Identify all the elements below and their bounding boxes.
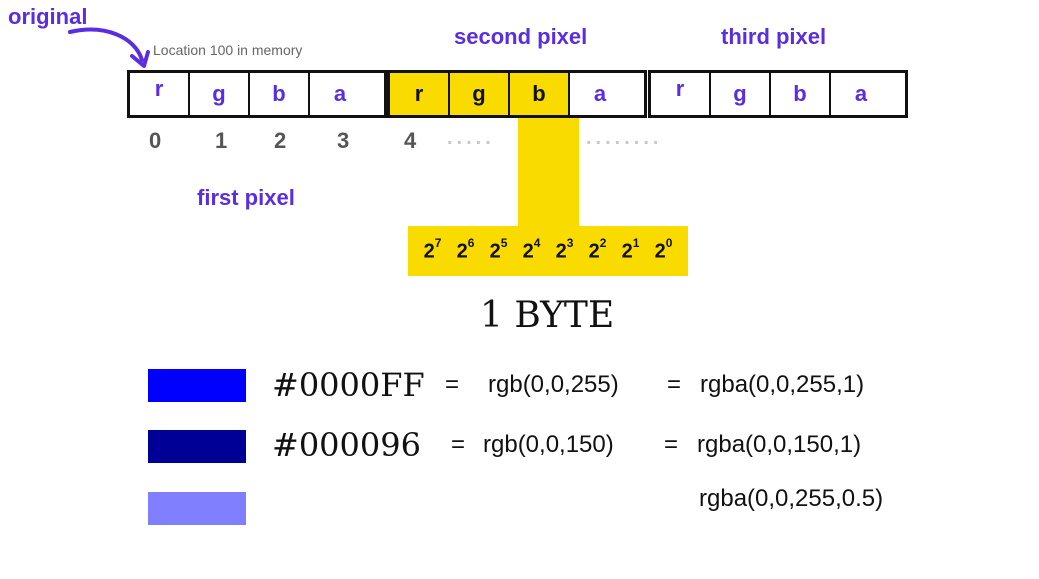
memory-index: 1: [215, 128, 228, 153]
pixel-3-strip: r g b a: [648, 70, 908, 118]
channel-cell: r: [130, 73, 190, 115]
bit-power: 20: [654, 235, 673, 263]
channel-cell: a: [854, 81, 868, 106]
channel-cell: g: [190, 73, 250, 115]
location-label: Location 100 in memory: [153, 42, 303, 58]
bit-power: 27: [423, 235, 442, 263]
swatch-half-blue: [148, 492, 246, 525]
byte-bits-bar: 27 26 25 24 23 22 21 20: [408, 226, 688, 276]
rgba-value: rgba(0,0,150,1): [697, 431, 862, 458]
first-pixel-label: first pixel: [197, 185, 295, 210]
pixel-2-strip: r g b a: [387, 70, 647, 118]
channel-cell: a: [333, 81, 347, 106]
memory-index: 4: [404, 128, 417, 153]
second-pixel-label: second pixel: [454, 24, 588, 49]
channel-cell-highlighted: b: [510, 73, 570, 115]
byte-connector: [518, 118, 579, 228]
memory-index: 3: [337, 128, 350, 153]
channel-cell: b: [250, 73, 310, 115]
equals-sign: =: [664, 431, 679, 458]
ellipsis-dots: ........: [586, 127, 663, 149]
bit-power: 21: [621, 235, 640, 263]
swatch-blue: [148, 369, 246, 402]
rgb-value: rgb(0,0,150): [483, 431, 614, 458]
equals-sign: =: [445, 371, 460, 398]
bit-power: 24: [522, 235, 541, 263]
third-pixel-label: third pixel: [721, 24, 827, 49]
hex-value: #0000FF: [272, 366, 425, 404]
original-label: original: [8, 4, 88, 29]
equals-sign: =: [667, 371, 682, 398]
rgba-value: rgba(0,0,255,0.5): [699, 485, 884, 512]
swatch-dark-blue: [148, 430, 246, 463]
original-arrow-icon: [68, 27, 150, 68]
ellipsis-dots: .....: [447, 127, 495, 149]
hex-value: #000096: [272, 426, 421, 464]
pixel-1-strip: r g b a: [127, 70, 387, 118]
rgb-value: rgb(0,0,255): [488, 371, 619, 398]
channel-cell: b: [771, 73, 831, 115]
channel-cell: g: [711, 73, 771, 115]
bit-power: 26: [456, 235, 475, 263]
channel-cell: g: [450, 73, 510, 115]
bit-power: 22: [588, 235, 607, 263]
channel-cell: r: [651, 73, 711, 115]
equals-sign: =: [451, 431, 466, 458]
byte-label: 1 BYTE: [480, 295, 615, 336]
bit-power: 23: [555, 235, 574, 263]
memory-index: 2: [274, 128, 287, 153]
channel-cell: r: [390, 73, 450, 115]
memory-index: 0: [149, 128, 162, 153]
channel-cell: a: [593, 81, 607, 106]
rgba-value: rgba(0,0,255,1): [700, 371, 865, 398]
bit-power: 25: [489, 235, 508, 263]
